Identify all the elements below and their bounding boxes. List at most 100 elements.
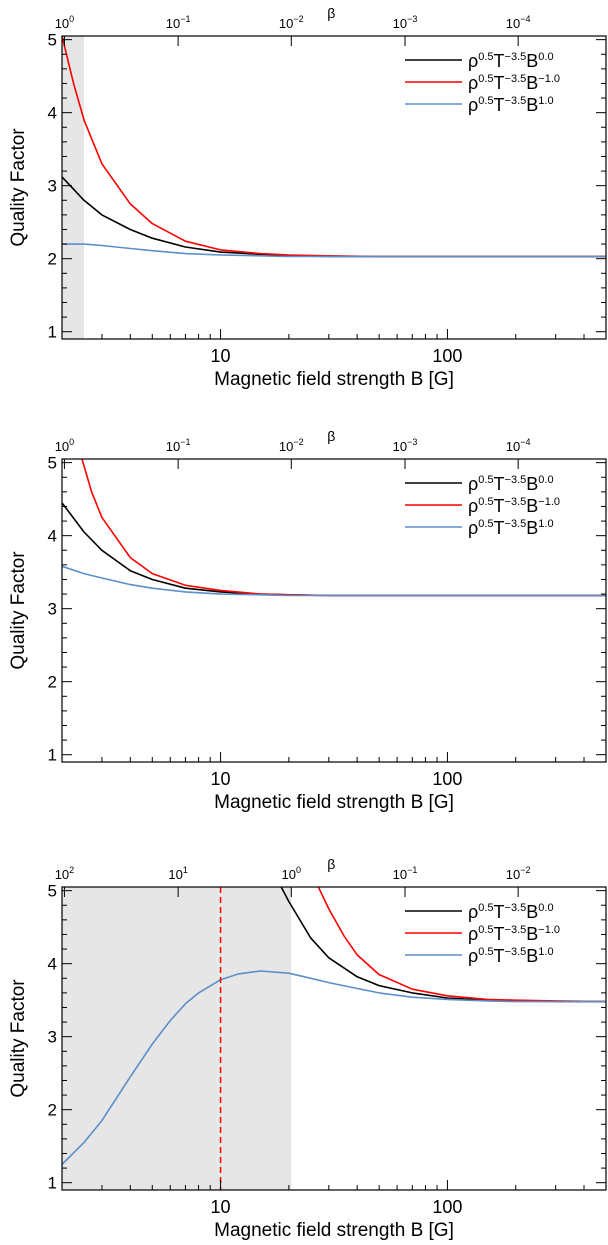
y-tick-label: 3 bbox=[48, 1028, 57, 1047]
series-line-2 bbox=[317, 887, 606, 1003]
legend-symbol: T bbox=[494, 924, 505, 944]
y-axis-label: Quality Factor bbox=[8, 979, 29, 1098]
tick-base: 10 bbox=[166, 439, 180, 454]
y-tick-label: 1 bbox=[48, 1174, 57, 1193]
tick-base: 10 bbox=[55, 867, 69, 882]
top-tick-label: 10−2 bbox=[506, 865, 531, 882]
series-line-1 bbox=[280, 887, 606, 1003]
tick-base: 10 bbox=[55, 16, 69, 31]
y-tick-label: 4 bbox=[48, 104, 57, 123]
x-axis-label: Magnetic field strength B [G] bbox=[214, 792, 454, 813]
legend-exponent: −1.0 bbox=[538, 924, 560, 936]
legend-exponent: 0.0 bbox=[538, 474, 553, 486]
y-tick-label: 5 bbox=[48, 31, 57, 50]
top-axis-label: β bbox=[327, 856, 335, 872]
legend-exponent: −3.5 bbox=[505, 73, 527, 85]
legend-exponent: 1.0 bbox=[538, 518, 553, 530]
x-tick-label: 100 bbox=[432, 769, 462, 789]
y-tick-label: 2 bbox=[48, 673, 57, 692]
legend-label: ρ0.5T−3.5B−1.0 bbox=[468, 73, 560, 93]
legend-symbol: B bbox=[526, 73, 538, 93]
legend-symbol: ρ bbox=[468, 518, 478, 538]
legend-exponent: 0.5 bbox=[478, 474, 493, 486]
legend-symbol: ρ bbox=[468, 95, 478, 115]
tick-base: 10 bbox=[506, 16, 520, 31]
legend-exponent: 0.5 bbox=[478, 51, 493, 63]
y-tick-label: 3 bbox=[48, 177, 57, 196]
y-tick-label: 2 bbox=[48, 1101, 57, 1120]
x-tick-label: 10 bbox=[211, 346, 231, 366]
legend-symbol: ρ bbox=[468, 902, 478, 922]
legend-symbol: B bbox=[526, 474, 538, 494]
plot-frame bbox=[61, 35, 607, 340]
y-tick-label: 1 bbox=[48, 746, 57, 765]
series-group bbox=[62, 887, 606, 1165]
y-ticks bbox=[62, 890, 606, 1184]
legend-exponent: −3.5 bbox=[505, 924, 527, 936]
legend-symbol: ρ bbox=[468, 73, 478, 93]
series-group bbox=[62, 36, 606, 258]
tick-exponent: −2 bbox=[520, 865, 530, 875]
legend-label: ρ0.5T−3.5B0.0 bbox=[468, 474, 554, 494]
legend-exponent: −1.0 bbox=[538, 73, 560, 85]
legend-symbol: B bbox=[526, 946, 538, 966]
series-line-2 bbox=[62, 36, 606, 258]
tick-base: 10 bbox=[168, 867, 182, 882]
plot-frame bbox=[61, 458, 607, 763]
tick-exponent: −2 bbox=[293, 14, 303, 24]
top-axis-label: β bbox=[327, 428, 335, 444]
legend-label: ρ0.5T−3.5B1.0 bbox=[468, 518, 554, 538]
series-line-3 bbox=[62, 243, 606, 258]
top-tick-label: 100 bbox=[282, 865, 301, 882]
tick-base: 10 bbox=[506, 439, 520, 454]
legend-symbol: ρ bbox=[468, 474, 478, 494]
x-tick-label: 10 bbox=[211, 769, 231, 789]
legend-exponent: 0.5 bbox=[478, 924, 493, 936]
legend-symbol: B bbox=[526, 924, 538, 944]
y-tick-label: 5 bbox=[48, 882, 57, 901]
legend-symbol: T bbox=[494, 73, 505, 93]
legend-symbol: T bbox=[494, 496, 505, 516]
top-tick-label: 10−2 bbox=[279, 437, 304, 454]
tick-exponent: 0 bbox=[69, 14, 74, 24]
legend-exponent: −3.5 bbox=[505, 946, 527, 958]
y-axis-label: Quality Factor bbox=[8, 551, 29, 670]
tick-exponent: −1 bbox=[180, 437, 190, 447]
legend-symbol: ρ bbox=[468, 51, 478, 71]
tick-base: 10 bbox=[393, 16, 407, 31]
legend-symbol: B bbox=[526, 902, 538, 922]
tick-exponent: 1 bbox=[183, 865, 188, 875]
tick-base: 10 bbox=[279, 439, 293, 454]
y-tick-label: 1 bbox=[48, 323, 57, 342]
tick-exponent: −1 bbox=[180, 14, 190, 24]
legend-exponent: −3.5 bbox=[505, 902, 527, 914]
top-tick-label: 10−1 bbox=[393, 865, 418, 882]
series-group bbox=[62, 459, 606, 597]
tick-exponent: 0 bbox=[69, 437, 74, 447]
top-axis-label: β bbox=[327, 5, 335, 21]
tick-base: 10 bbox=[506, 867, 520, 882]
legend-symbol: T bbox=[494, 51, 505, 71]
shaded-region bbox=[62, 887, 292, 1190]
legend-exponent: 0.0 bbox=[538, 51, 553, 63]
x-axis-label: Magnetic field strength B [G] bbox=[214, 1220, 454, 1241]
x-tick-label: 100 bbox=[432, 346, 462, 366]
tick-base: 10 bbox=[279, 16, 293, 31]
legend: ρ0.5T−3.5B0.0ρ0.5T−3.5B−1.0ρ0.5T−3.5B1.0 bbox=[405, 51, 560, 115]
legend-exponent: −1.0 bbox=[538, 496, 560, 508]
x-tick-label: 10 bbox=[211, 1197, 231, 1217]
tick-exponent: −3 bbox=[407, 14, 417, 24]
tick-exponent: 0 bbox=[296, 865, 301, 875]
x-ticks bbox=[61, 459, 607, 762]
tick-exponent: −3 bbox=[407, 437, 417, 447]
legend-symbol: B bbox=[526, 51, 538, 71]
top-tick-label: 102 bbox=[55, 865, 74, 882]
legend-label: ρ0.5T−3.5B−1.0 bbox=[468, 924, 560, 944]
legend-exponent: 1.0 bbox=[538, 95, 553, 107]
top-tick-label: 101 bbox=[168, 865, 187, 882]
y-ticks bbox=[62, 39, 606, 333]
series-line-3 bbox=[62, 970, 606, 1165]
x-ticks bbox=[61, 887, 607, 1190]
